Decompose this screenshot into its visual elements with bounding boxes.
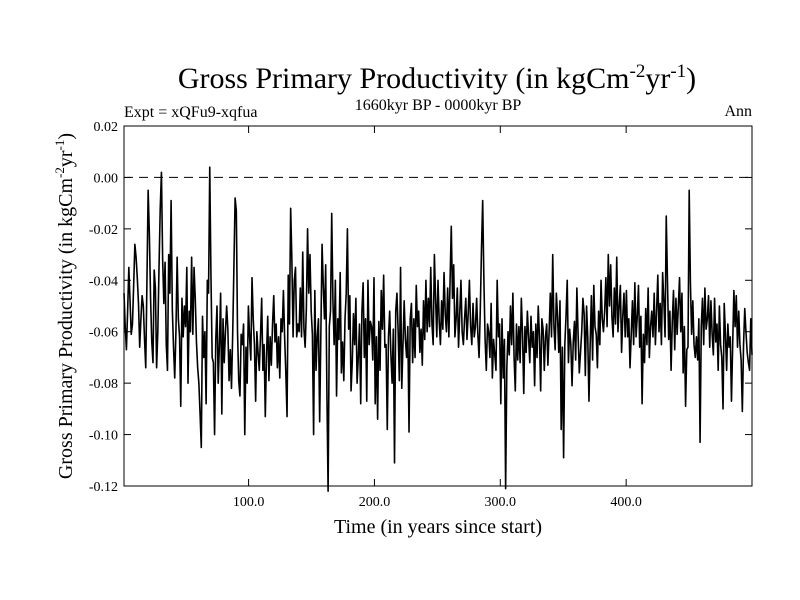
- x-axis: 100.0 200.0 300.0 400.0: [233, 126, 642, 510]
- y-axis-label: Gross Primary Productivity (in kgCm-2yr-…: [52, 133, 77, 479]
- x-tick-label: 100.0: [233, 495, 265, 510]
- y-tick-label: -0.04: [89, 274, 118, 289]
- period-label: 1660kyr BP - 0000kyr BP: [355, 97, 522, 114]
- y-tick-label: -0.06: [89, 326, 118, 341]
- chart-title: Gross Primary Productivity (in kgCm-2yr-…: [178, 61, 696, 95]
- y-tick-label: -0.08: [89, 377, 118, 392]
- x-tick-label: 300.0: [485, 495, 517, 510]
- series-line: [123, 166, 753, 492]
- y-axis: 0.02 0.00 -0.02 -0.04 -0.06 -0.08 -0.10 -0.12: [89, 120, 752, 495]
- x-tick-label: 200.0: [359, 495, 391, 510]
- y-tick-label: -0.10: [89, 429, 118, 444]
- season-label: Ann: [724, 103, 752, 120]
- y-tick-label: -0.12: [89, 480, 118, 495]
- y-tick-label: 0.00: [94, 171, 119, 186]
- y-tick-label: -0.02: [89, 223, 118, 238]
- experiment-label: Expt = xQFu9-xqfua: [124, 104, 257, 121]
- x-axis-label: Time (in years since start): [334, 516, 542, 538]
- y-tick-label: 0.02: [94, 120, 119, 135]
- x-tick-label: 400.0: [610, 495, 642, 510]
